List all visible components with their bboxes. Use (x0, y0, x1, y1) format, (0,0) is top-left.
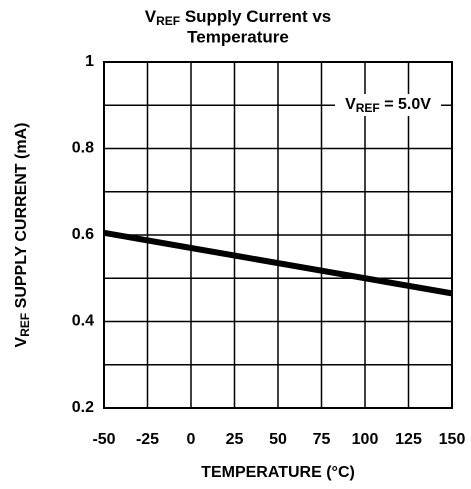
x-tick-label: 0 (187, 431, 196, 448)
y-tick-label: 0.4 (72, 313, 94, 330)
annotation-background (335, 94, 441, 116)
x-axis-label: TEMPERATURE (°C) (201, 464, 355, 481)
data-line (103, 229, 453, 297)
x-tick-label: 50 (269, 431, 287, 448)
annotation-text: REF (356, 101, 380, 115)
x-tick-label: 125 (395, 431, 422, 448)
chart-title: Temperature (187, 27, 289, 46)
annotation-text: = 5.0V (380, 96, 431, 113)
y-tick-label: 0.2 (72, 399, 94, 416)
x-tick-label: 100 (352, 431, 379, 448)
y-axis-label: VREF SUPPLY CURRENT (mA) (13, 123, 32, 348)
y-tick-label: 1 (85, 53, 94, 70)
annotation-text: V (345, 96, 356, 113)
x-tick-label: 75 (313, 431, 331, 448)
x-tick-label: 150 (439, 431, 466, 448)
y-tick-label: 0.6 (72, 226, 94, 243)
annotation: VREF = 5.0V (345, 96, 431, 115)
x-tick-label: -50 (92, 431, 115, 448)
y-tick-label: 0.8 (72, 140, 94, 157)
x-tick-label: -25 (136, 431, 159, 448)
chart-title: VREF Supply Current vs (145, 7, 331, 28)
x-tick-label: 25 (226, 431, 244, 448)
